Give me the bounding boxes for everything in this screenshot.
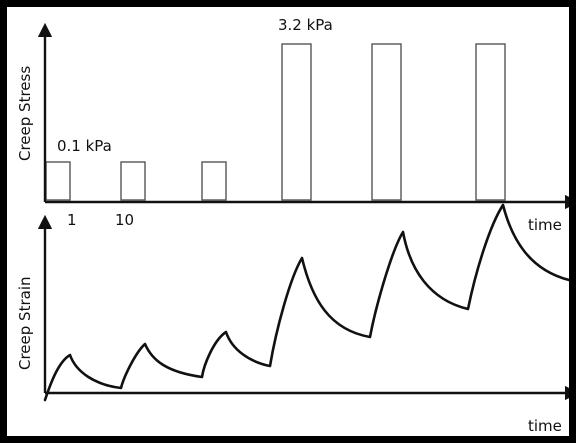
strain-y-label: Creep Strain bbox=[16, 277, 34, 371]
stress-x-label: time bbox=[528, 216, 562, 234]
strain-panel: Creep Strain time bbox=[16, 203, 569, 435]
stress-pulse-high-2 bbox=[371, 43, 402, 201]
strain-x-label: time bbox=[528, 417, 562, 435]
tick-label-10: 10 bbox=[115, 211, 134, 229]
stress-pulse-low-1 bbox=[45, 161, 71, 201]
stress-pulse-high-1 bbox=[281, 43, 312, 201]
tick-label-1: 1 bbox=[67, 211, 77, 229]
stress-pulse-low-3 bbox=[201, 161, 227, 201]
high-stress-label: 3.2 kPa bbox=[278, 16, 333, 34]
stress-panel: Creep Stress 0.1 kPa 3.2 kPa 1 10 time bbox=[16, 16, 569, 234]
stress-y-label: Creep Stress bbox=[16, 66, 34, 161]
stress-pulse-low-2 bbox=[120, 161, 146, 201]
low-stress-label: 0.1 kPa bbox=[57, 137, 112, 155]
strain-curve bbox=[43, 203, 569, 402]
creep-diagram: Creep Stress 0.1 kPa 3.2 kPa 1 10 time C… bbox=[16, 16, 569, 435]
stress-pulse-high-3 bbox=[475, 43, 506, 201]
